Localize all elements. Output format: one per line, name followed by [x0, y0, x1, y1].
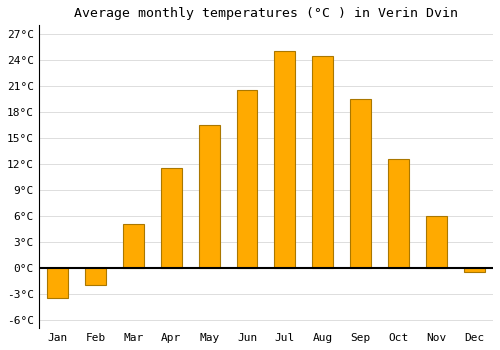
Bar	[312, 56, 333, 268]
Bar	[48, 268, 68, 298]
Bar	[161, 168, 182, 268]
Bar	[85, 268, 106, 285]
Bar	[388, 160, 409, 268]
Title: Average monthly temperatures (°C ) in Verin Dvin: Average monthly temperatures (°C ) in Ve…	[74, 7, 458, 20]
Bar	[426, 216, 446, 268]
Bar	[464, 268, 484, 272]
Bar	[274, 51, 295, 268]
Bar	[236, 90, 258, 268]
Bar	[123, 224, 144, 268]
Bar	[350, 99, 371, 268]
Bar	[198, 125, 220, 268]
